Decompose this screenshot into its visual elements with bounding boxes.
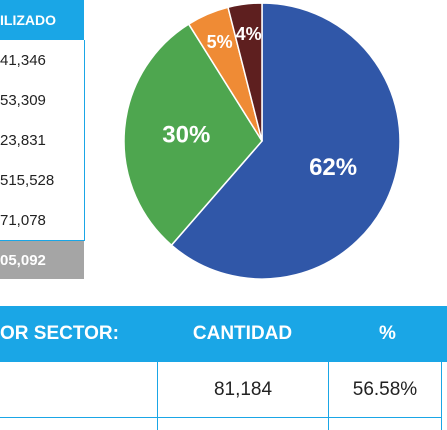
row-divider xyxy=(0,417,441,418)
pie-slice-label: 4% xyxy=(236,24,262,44)
sector-cell xyxy=(0,362,157,418)
pie-slice-label: 62% xyxy=(309,154,357,181)
pie-slice-label: 30% xyxy=(162,122,210,149)
bottom-table: OR SECTOR: CANTIDAD % 81,184 56.58% xyxy=(0,306,447,430)
pie-slice xyxy=(227,2,263,142)
table-row: 53,309 xyxy=(0,80,85,121)
cantidad-header: CANTIDAD xyxy=(157,306,328,362)
pie-slice xyxy=(170,2,401,280)
table-cell: 41,346 xyxy=(0,51,46,69)
table-row: 41,346 xyxy=(0,40,85,81)
table-cell: 53,309 xyxy=(0,91,46,109)
table-row: 23,831 xyxy=(0,120,85,161)
left-table-header: ILIZADO xyxy=(0,0,84,40)
total-row: 05,092 xyxy=(0,241,84,279)
table-cell: 71,078 xyxy=(0,211,46,229)
cantidad-cell: 81,184 xyxy=(158,362,328,418)
table-cell: 515,528 xyxy=(0,171,55,189)
percent-header: % xyxy=(328,306,447,362)
table-row: 515,528 xyxy=(0,160,85,201)
table-cell: 23,831 xyxy=(0,131,46,149)
column-divider xyxy=(328,362,329,430)
sector-header: OR SECTOR: xyxy=(0,306,157,362)
table-row: 71,078 xyxy=(0,200,85,241)
column-divider xyxy=(157,362,158,430)
percent-cell: 56.58% xyxy=(329,362,441,418)
pie-chart: 62% 30% 5% 4% xyxy=(123,2,401,280)
column-divider xyxy=(441,362,442,430)
pie-slice-label: 5% xyxy=(207,32,233,52)
pie-slice xyxy=(123,23,263,247)
